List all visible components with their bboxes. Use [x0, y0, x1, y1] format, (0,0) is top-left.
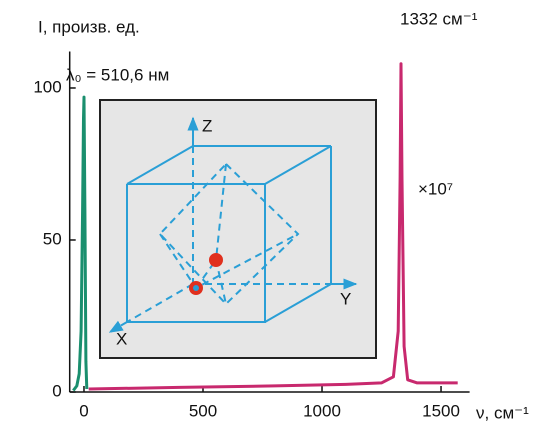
inset-axis-label: Y	[340, 289, 351, 308]
x-tick-label: 1500	[422, 401, 460, 420]
inset: Z Y X	[100, 100, 376, 358]
x-tick-label: 1000	[303, 401, 341, 420]
chart: I, произв. ед. ν, см⁻¹ λ₀ = 510,6 нм 133…	[0, 0, 545, 427]
y-tick-label: 100	[33, 77, 61, 96]
inset-axis-label: X	[116, 329, 127, 348]
annotation: λ₀ = 510,6 нм	[66, 65, 169, 84]
y-tick-label: 50	[43, 229, 62, 248]
y-axis-label: I, произв. ед.	[38, 17, 140, 36]
annotation: ×10⁷	[418, 179, 453, 198]
x-tick-label: 0	[79, 401, 88, 420]
inset-axis-label: Z	[202, 116, 212, 135]
x-tick-label: 500	[189, 401, 217, 420]
annotation: 1332 см⁻¹	[400, 9, 478, 28]
y-tick-label: 0	[52, 381, 61, 400]
spectrum-line	[73, 97, 87, 390]
x-axis-label: ν, см⁻¹	[476, 403, 529, 422]
page: {"chart_data": {"type": "line", "y_label…	[0, 0, 545, 427]
